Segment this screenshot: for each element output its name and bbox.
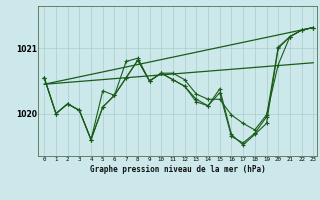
X-axis label: Graphe pression niveau de la mer (hPa): Graphe pression niveau de la mer (hPa) [90, 165, 266, 174]
